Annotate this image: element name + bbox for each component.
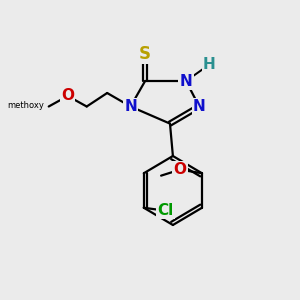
Text: H: H bbox=[203, 57, 216, 72]
Text: S: S bbox=[139, 45, 151, 63]
Text: Cl: Cl bbox=[158, 203, 174, 218]
Text: N: N bbox=[124, 99, 137, 114]
Text: methoxy: methoxy bbox=[8, 100, 44, 109]
Text: N: N bbox=[180, 74, 192, 88]
Text: O: O bbox=[174, 162, 187, 177]
Text: N: N bbox=[193, 99, 206, 114]
Text: O: O bbox=[61, 88, 74, 104]
